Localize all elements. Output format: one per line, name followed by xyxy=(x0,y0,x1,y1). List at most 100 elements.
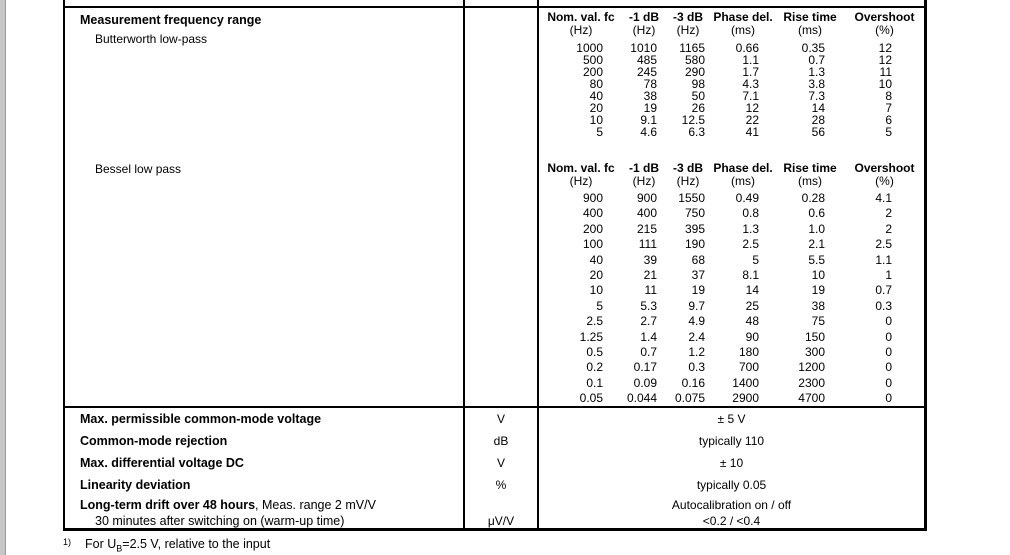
freq-data-cell: 2 xyxy=(885,206,892,221)
freq-data-cell: 11 xyxy=(879,65,892,79)
param-label: Linearity deviation xyxy=(80,477,191,492)
freq-data-cell: 39 xyxy=(643,252,657,267)
freq-data-cell: 100 xyxy=(582,237,603,252)
unit-label: V xyxy=(496,412,505,426)
freq-data-cell: 395 xyxy=(684,221,705,236)
freq-data-cell: 12 xyxy=(745,101,759,115)
freq-data-cell: 0.16 xyxy=(681,375,705,390)
freq-data-cell: 0 xyxy=(885,360,892,375)
freq-data-cell: 40 xyxy=(589,89,603,103)
freq-data-cell: 22 xyxy=(745,113,759,127)
freq-data-row: 0.5 0.7 1.2 180 300 0 xyxy=(539,345,924,360)
freq-column-header: -1 dB (Hz) xyxy=(629,10,659,37)
value-text: Autocalibration on / off xyxy=(671,497,792,512)
freq-data-cell: 0.3 xyxy=(875,298,892,313)
freq-data-cell: 10 xyxy=(811,268,825,283)
value-text: <0.2 / <0.4 xyxy=(702,514,761,528)
freq-data-cell: 150 xyxy=(804,329,825,344)
freq-data-cell: 0 xyxy=(885,314,892,329)
freq-column-header: -1 dB (Hz) xyxy=(629,161,659,188)
freq-data-cell: 190 xyxy=(684,237,705,252)
freq-data-cell: 1 xyxy=(885,268,892,283)
table-row-linearity-deviation: Linearity deviation % typically 0.05 xyxy=(65,474,924,495)
unit-label: % xyxy=(495,477,507,492)
param-label: 30 minutes after switching on (warm-up t… xyxy=(95,514,345,528)
freq-data-row: 20 19 26 12 14 7 xyxy=(539,102,924,114)
unit-label: μV/V xyxy=(487,514,515,528)
freq-data-cell: 56 xyxy=(811,125,825,139)
freq-data-cell: 1010 xyxy=(630,41,657,55)
unit-label: V xyxy=(496,456,505,470)
value-text: ± 10 xyxy=(719,456,744,470)
freq-data-cell: 6 xyxy=(885,113,892,127)
freq-data-cell: 0.7 xyxy=(640,345,657,360)
freq-data-row: 400 400 750 0.8 0.6 2 xyxy=(539,206,924,221)
freq-data-cell: 68 xyxy=(691,252,705,267)
freq-data-cell: 2.7 xyxy=(640,314,657,329)
freq-data-cell: 2.5 xyxy=(742,237,759,252)
freq-data-cell: 20 xyxy=(589,101,603,115)
param-cell: Measurement frequency range Butterworth … xyxy=(65,8,463,406)
freq-data-cell: 0.044 xyxy=(626,391,657,406)
freq-data-cell: 400 xyxy=(636,206,657,221)
freq-data-cell: 25 xyxy=(745,298,759,313)
freq-column-header: Phase del. (ms) xyxy=(713,10,773,37)
freq-data-cell: 500 xyxy=(582,53,603,67)
frequency-values-cell: Nom. val. fc (Hz) -1 dB (Hz) -3 dB (Hz) Phase … xyxy=(537,8,924,406)
freq-data-cell: 180 xyxy=(738,345,759,360)
param-label-rest: , Meas. range 2 mV/V xyxy=(255,497,376,512)
freq-data-row: 1000 1010 1165 0.66 0.35 12 xyxy=(539,37,924,54)
freq-data-cell: 90 xyxy=(745,329,759,344)
freq-data-row: 5 4.6 6.3 41 56 5 xyxy=(539,126,924,138)
freq-column-header: Overshoot (%) xyxy=(854,10,915,37)
freq-data-cell: 5 xyxy=(596,298,603,313)
freq-data-cell: 0.66 xyxy=(735,41,759,55)
freq-data-cell: 200 xyxy=(582,221,603,236)
freq-data-cell: 0.8 xyxy=(742,206,759,221)
freq-data-cell: 1.3 xyxy=(808,65,825,79)
freq-data-cell: 4700 xyxy=(798,391,825,406)
freq-data-row: 900 900 1550 0.49 0.28 4.1 xyxy=(539,188,924,206)
table-row-long-term-drift: Long-term drift over 48 hours, Meas. ran… xyxy=(65,495,924,514)
freq-data-cell: 0.2 xyxy=(586,360,603,375)
freq-data-cell: 4.9 xyxy=(688,314,705,329)
freq-data-cell: 1.0 xyxy=(808,221,825,236)
table-row-frequency-range: Measurement frequency range Butterworth … xyxy=(65,8,924,408)
freq-data-cell: 12 xyxy=(878,53,892,67)
freq-data-row: 10 11 19 14 19 0.7 xyxy=(539,283,924,298)
freq-data-row: 2.5 2.7 4.9 48 75 0 xyxy=(539,314,924,329)
value-cell xyxy=(537,0,924,6)
freq-data-cell: 1.7 xyxy=(742,65,759,79)
freq-data-cell: 1.25 xyxy=(579,329,603,344)
butterworth-table: Nom. val. fc (Hz) -1 dB (Hz) -3 dB (Hz) Phase … xyxy=(539,10,924,139)
freq-data-cell: 1.4 xyxy=(640,329,657,344)
freq-data-cell: 5 xyxy=(596,125,603,139)
freq-data-row: 5 5.3 9.7 25 38 0.3 xyxy=(539,299,924,314)
freq-data-cell: 0 xyxy=(885,375,892,390)
freq-data-cell: 290 xyxy=(684,65,705,79)
freq-data-cell: 28 xyxy=(811,113,825,127)
specifications-table: Measurement frequency range Butterworth … xyxy=(63,0,927,531)
freq-data-cell: 6.3 xyxy=(688,125,705,139)
freq-column-header: Nom. val. fc (Hz) xyxy=(547,161,615,188)
freq-data-cell: 0.5 xyxy=(586,345,603,360)
table-row-common-mode-voltage: Max. permissible common-mode voltage V ±… xyxy=(65,408,924,430)
freq-data-cell: 215 xyxy=(636,221,657,236)
bessel-table: Nom. val. fc (Hz) -1 dB (Hz) -3 dB (Hz) Phase … xyxy=(539,162,924,407)
butterworth-label: Butterworth low-pass xyxy=(95,32,208,46)
freq-data-cell: 11 xyxy=(644,283,657,298)
bessel-label: Bessel low pass xyxy=(95,162,182,176)
freq-data-cell: 1.1 xyxy=(742,53,759,67)
freq-data-cell: 0.1 xyxy=(586,375,603,390)
freq-data-row: 20 21 37 8.1 10 1 xyxy=(539,268,924,283)
freq-data-cell: 14 xyxy=(745,283,759,298)
freq-data-cell: 0.49 xyxy=(735,191,759,205)
freq-data-cell: 2900 xyxy=(732,391,759,406)
footnote: 1) For UB=2.5 V, relative to the input xyxy=(63,537,270,554)
freq-data-cell: 2.5 xyxy=(875,237,892,252)
freq-data-cell: 900 xyxy=(636,191,657,205)
freq-data-row: 500 485 580 1.1 0.7 12 xyxy=(539,54,924,66)
freq-data-cell: 21 xyxy=(643,268,657,283)
freq-data-row: 10 9.1 12.5 22 28 6 xyxy=(539,114,924,126)
freq-data-row: 100 111 190 2.5 2.1 2.5 xyxy=(539,237,924,252)
